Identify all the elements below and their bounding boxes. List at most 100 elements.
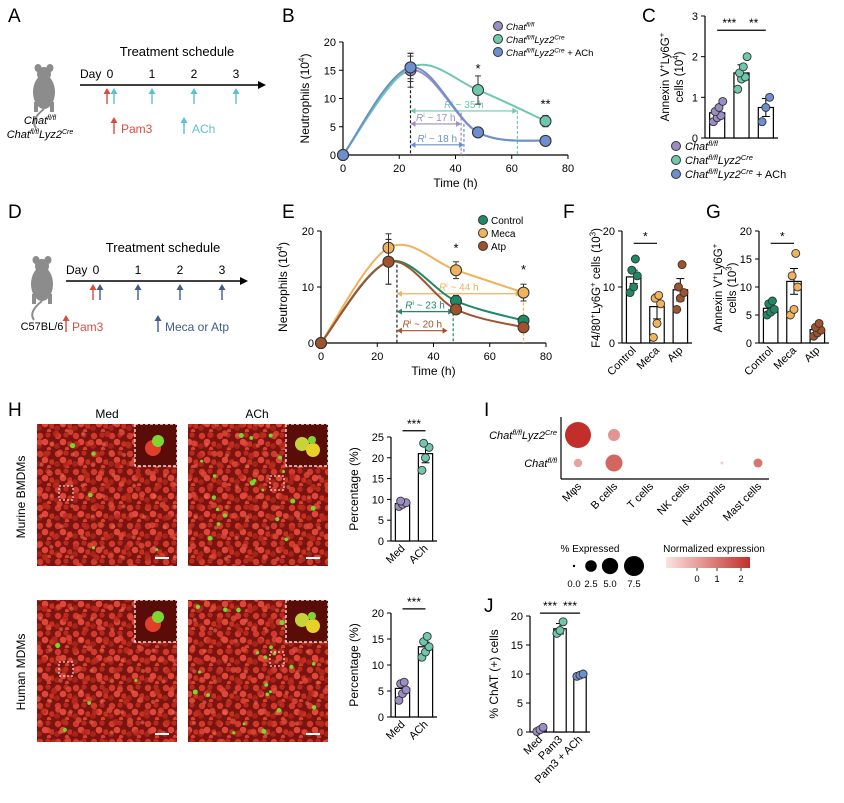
schedule-title: Treatment schedule [120, 44, 234, 59]
green-puncta [222, 513, 228, 518]
data-point [733, 84, 743, 94]
y-tick-label: 5 [330, 122, 336, 134]
green-puncta [88, 492, 93, 498]
panel-letter-d: D [8, 202, 22, 223]
legend-marker [493, 34, 503, 44]
legend-marker [671, 155, 681, 165]
y-tick-label: 0 [746, 338, 752, 350]
treatment-arrowhead [148, 88, 156, 94]
significance-star: * [475, 61, 480, 76]
color-legend-title: Normalized expression [663, 544, 765, 555]
green-puncta [211, 495, 216, 500]
panel-letter-h: H [8, 400, 22, 421]
day-tick-label: 0 [107, 67, 114, 81]
green-puncta [261, 488, 265, 492]
day-tick-label: 1 [135, 263, 142, 277]
y-tick-label: 10 [603, 282, 615, 294]
data-point [555, 626, 565, 635]
inset-puncta [306, 443, 320, 457]
y-tick-label: 5 [378, 686, 384, 698]
panel-letter-e: E [282, 202, 295, 223]
y-tick-label: 5 [517, 698, 523, 710]
ri-label: Ri ~ 23 h [405, 300, 445, 312]
color-legend-label: 0 [694, 574, 699, 585]
green-puncta [134, 679, 138, 682]
data-point [814, 318, 824, 328]
ri-arrowhead [512, 107, 518, 114]
x-tick-label: 0 [318, 351, 324, 363]
y-tick-label: 10 [372, 494, 384, 506]
significance-star: *** [407, 595, 421, 609]
mouse-icon [31, 256, 53, 321]
x-category-label: Atp [802, 345, 822, 365]
data-point [421, 453, 430, 463]
roi-box [58, 485, 74, 501]
inset-puncta [152, 611, 164, 623]
row-label-human: Human MDMs [14, 634, 28, 711]
panel-a-schedule: Chatfl/fl Chatfl/flLyz2Cre Treatment sch… [7, 44, 266, 141]
legend-label: Meca [491, 229, 516, 240]
timeline-arrowhead [240, 277, 248, 285]
panel-b-line-chart: 0 5 10 15 20 0 20 40 60 80 Time (h) Neutrophils (10… [297, 21, 593, 190]
y-axis-label: % ChAT (+) cells [487, 629, 501, 718]
ri-arrowhead [396, 290, 402, 297]
green-puncta [289, 664, 294, 670]
y-tick-label: 10 [324, 94, 336, 106]
green-puncta [269, 645, 273, 650]
inset-cell [295, 437, 309, 451]
x-category-label: ACh [407, 543, 431, 567]
panel-letter-i: I [484, 400, 489, 421]
data-point [793, 282, 803, 292]
row-label: Chatfl/fl [524, 456, 557, 470]
legend-label: Chatfl/flLyz2Cre + ACh [506, 47, 593, 59]
panel-letter-a: A [8, 6, 21, 27]
panel-letter-c: C [642, 6, 656, 27]
y-tick-label: 0 [308, 338, 314, 350]
svg-text:Meca or Atp: Meca or Atp [165, 320, 229, 334]
y-tick-label: 15 [740, 254, 752, 266]
legend-pam3: Pam3 [62, 315, 104, 334]
green-puncta [264, 682, 269, 687]
green-puncta [263, 655, 268, 660]
mouse-icon [33, 64, 55, 129]
treatment-arrowhead [176, 284, 184, 290]
green-puncta [255, 651, 260, 655]
panel-letter-f: F [563, 202, 575, 223]
day-tick-label: 3 [219, 263, 226, 277]
data-point [337, 149, 349, 161]
micrograph [37, 599, 178, 742]
data-point [517, 321, 530, 334]
significance-star: ** [749, 16, 759, 30]
green-puncta [215, 507, 220, 512]
ri-arrowhead [458, 141, 464, 148]
inset-cell [295, 613, 309, 627]
y-tick-label: 20 [372, 453, 384, 465]
inset-puncta [308, 436, 316, 444]
panel-h-micrographs: Med ACh Murine BMDMs Human MDMs [14, 407, 329, 742]
dot-cell [607, 428, 621, 442]
x-category-label: Med [384, 719, 408, 743]
legend-label: Chatfl/flLyz2Cre [506, 34, 565, 46]
green-puncta [284, 537, 289, 542]
y-tick-label: 20 [324, 37, 336, 49]
row-label-murine: Murine BMDMs [14, 456, 28, 539]
green-puncta [212, 474, 217, 478]
green-puncta [252, 478, 257, 483]
data-point [382, 255, 395, 268]
y-tick-label: 0 [378, 536, 384, 548]
size-legend-label: 7.5 [627, 579, 640, 590]
column-label: B cells [589, 480, 621, 512]
data-point [791, 248, 801, 258]
data-point [539, 134, 552, 147]
data-point [789, 304, 799, 314]
data-point [767, 296, 777, 306]
y-tick-label: 20 [740, 226, 752, 238]
y-tick-label: 0 [517, 727, 523, 739]
x-tick-label: 0 [340, 163, 346, 175]
green-puncta [311, 662, 316, 666]
series-line-2 [320, 260, 524, 344]
data-point [769, 304, 779, 314]
micrograph [37, 423, 178, 566]
